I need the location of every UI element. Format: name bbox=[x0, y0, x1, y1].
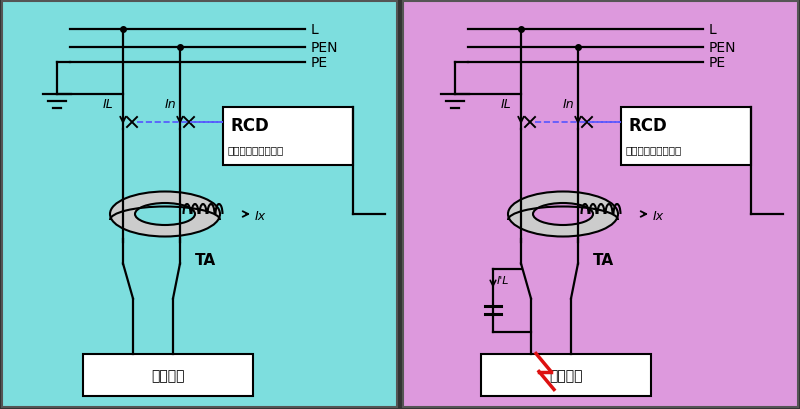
Text: Ix: Ix bbox=[255, 210, 266, 223]
Bar bbox=[223, 108, 353, 166]
Ellipse shape bbox=[533, 204, 593, 225]
Text: 漏电检测及控制装置: 漏电检测及控制装置 bbox=[228, 145, 284, 155]
Text: L: L bbox=[709, 23, 717, 37]
Text: 用电设备: 用电设备 bbox=[550, 368, 582, 382]
Text: IL: IL bbox=[102, 98, 113, 111]
Text: Ix: Ix bbox=[653, 210, 664, 223]
Text: PEN: PEN bbox=[709, 41, 737, 55]
Text: PE: PE bbox=[311, 56, 328, 70]
Text: L: L bbox=[311, 23, 318, 37]
Text: 漏电检测及控制装置: 漏电检测及控制装置 bbox=[626, 145, 682, 155]
Bar bbox=[481, 354, 651, 396]
Ellipse shape bbox=[110, 192, 220, 237]
Ellipse shape bbox=[508, 192, 618, 237]
Text: In: In bbox=[562, 98, 574, 111]
Bar bbox=[621, 108, 751, 166]
Text: RCD: RCD bbox=[629, 117, 668, 135]
Text: I'L: I'L bbox=[497, 276, 510, 286]
Bar bbox=[2, 2, 397, 407]
Text: 用电设备: 用电设备 bbox=[151, 368, 185, 382]
Bar bbox=[403, 2, 798, 407]
Bar bbox=[83, 354, 253, 396]
Text: PEN: PEN bbox=[311, 41, 338, 55]
Text: PE: PE bbox=[709, 56, 726, 70]
Text: TA: TA bbox=[593, 252, 614, 267]
Ellipse shape bbox=[135, 204, 195, 225]
Text: TA: TA bbox=[195, 252, 216, 267]
Text: IL: IL bbox=[500, 98, 511, 111]
Text: In: In bbox=[164, 98, 176, 111]
Text: RCD: RCD bbox=[231, 117, 270, 135]
